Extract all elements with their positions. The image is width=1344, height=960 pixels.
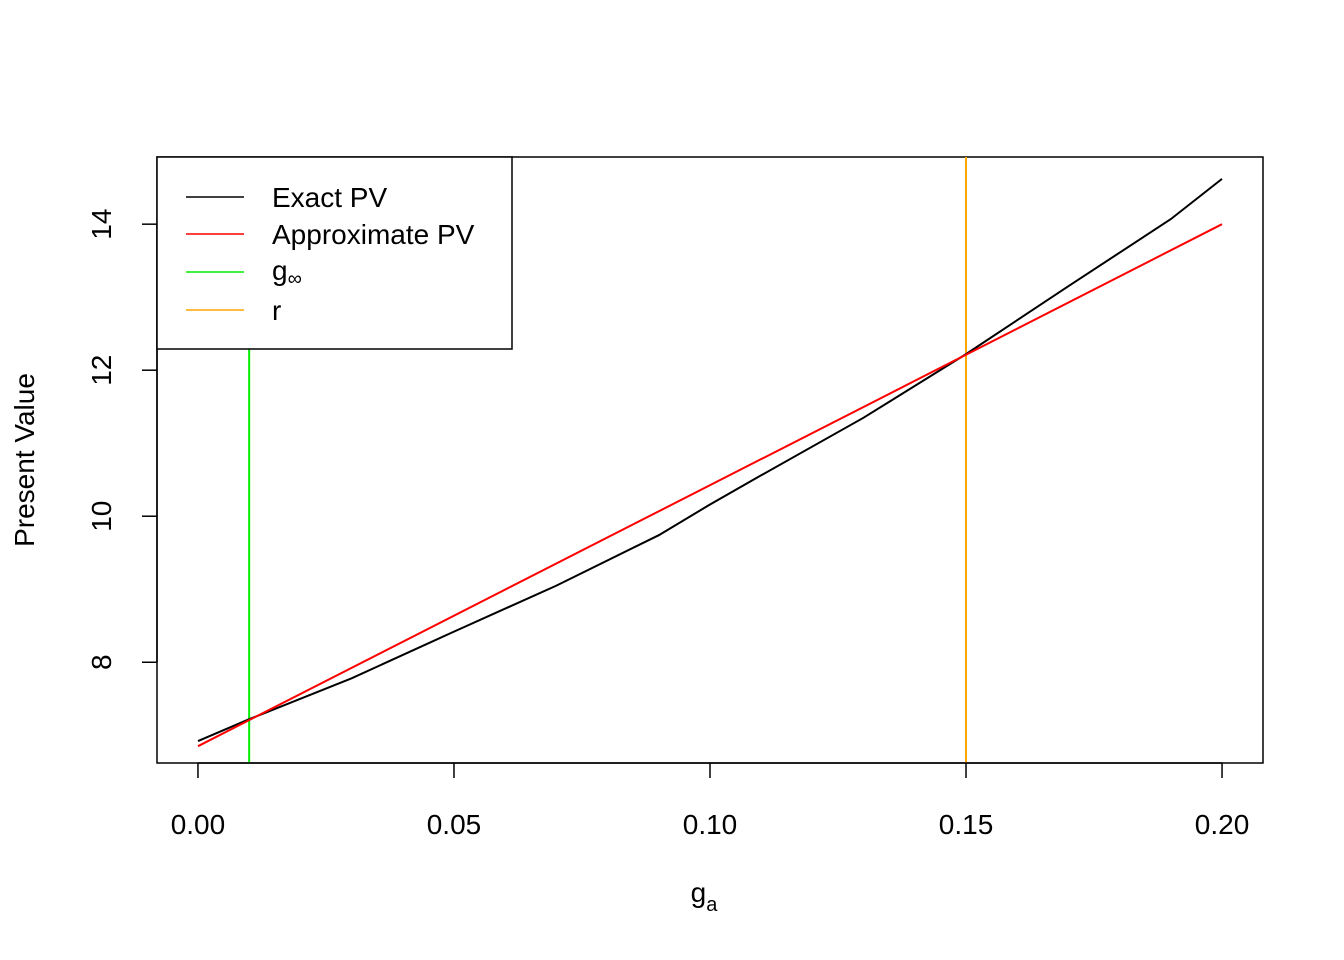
y-axis-label: Present Value [9,373,40,547]
x-axis-label: ga [691,877,719,916]
legend-label-r: r [272,295,281,326]
y-axis: 8 10 12 14 [86,209,158,670]
y-tick-label: 12 [86,355,117,386]
x-tick-label: 0.20 [1195,809,1250,840]
x-tick-label: 0.00 [171,809,226,840]
x-tick-label: 0.10 [683,809,738,840]
y-tick-label: 10 [86,501,117,532]
legend-label-exact: Exact PV [272,182,387,213]
series-line-approximate-pv [197,223,1223,748]
legend-label-approx: Approximate PV [272,219,475,250]
series-layer [197,157,1223,763]
y-tick-label: 8 [86,654,117,670]
legend-label-g-inf: g∞ [272,255,302,290]
legend: Exact PV Approximate PV g∞ r [156,156,513,350]
y-tick-label: 14 [86,209,117,240]
x-axis: 0.00 0.05 0.10 0.15 0.20 [171,762,1250,840]
x-tick-label: 0.05 [427,809,482,840]
legend-box [156,156,513,350]
series-line-exact-pv [197,178,1223,743]
x-tick-label: 0.15 [939,809,994,840]
